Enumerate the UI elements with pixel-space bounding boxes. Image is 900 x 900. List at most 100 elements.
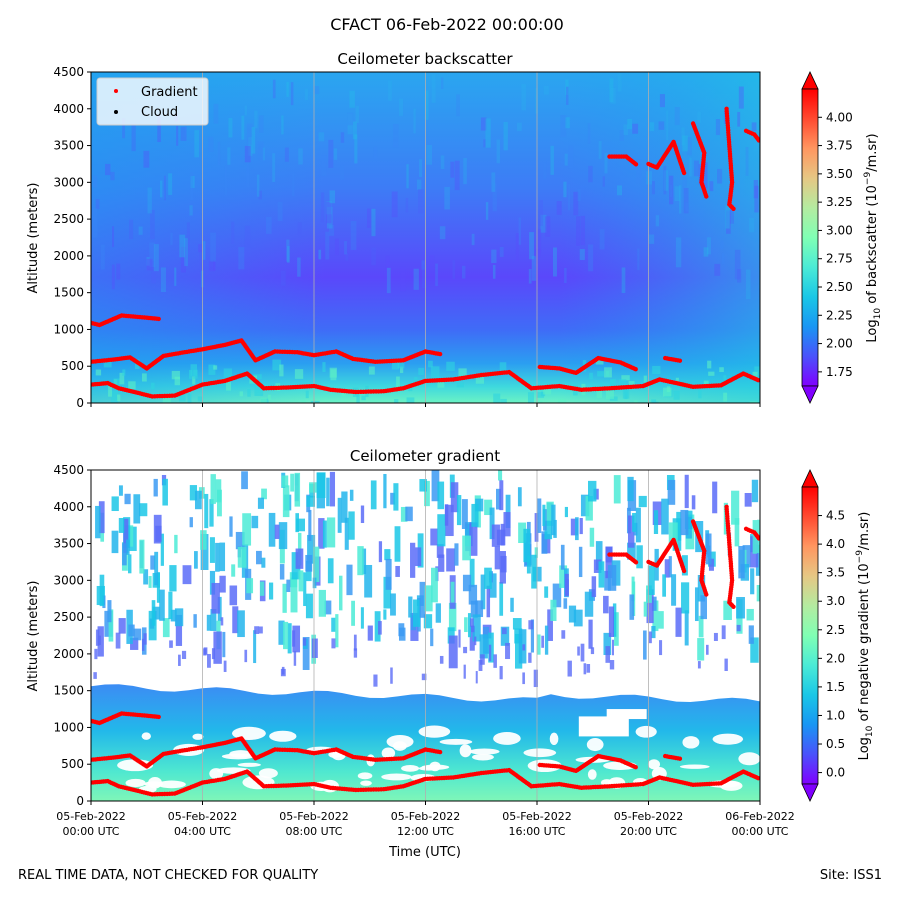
gradient-patch: [286, 579, 291, 593]
backscatter-streak: [637, 248, 640, 270]
gradient-patch: [154, 551, 159, 586]
backscatter-streak: [751, 122, 757, 131]
backscatter-streak: [321, 155, 327, 176]
gradient-gap: [381, 773, 412, 781]
gradient-patch: [463, 646, 468, 654]
legend: Gradient Cloud: [96, 77, 209, 126]
gradient-patch: [174, 534, 178, 554]
gradient-patch: [542, 504, 546, 527]
gradient-patch: [534, 513, 539, 542]
gradient-patch: [632, 512, 637, 532]
backscatter-streak: [444, 186, 450, 210]
y-tick-label: 2000: [53, 249, 84, 263]
backscatter-streak: [227, 147, 231, 165]
gradient-patch: [514, 628, 523, 644]
gradient-patch: [560, 544, 565, 570]
gradient-patch: [496, 488, 501, 510]
gradient-patch: [99, 574, 105, 607]
gradient-patch: [470, 600, 478, 618]
gradient-patch: [322, 520, 327, 548]
gradient-patch: [307, 534, 316, 564]
gradient-upper-patches: [93, 470, 760, 688]
backscatter-surface-patch: [95, 369, 102, 376]
backscatter-streak: [340, 165, 344, 180]
gradient-patch: [237, 546, 247, 568]
gradient-patch: [668, 522, 678, 546]
gradient-colorbar-ticks: 0.0 0.5 1.0 1.5 2.0 2.5 3.0 3.5 4.0 4.5: [818, 509, 845, 780]
gradient-patch: [627, 476, 634, 502]
gradient-patch: [591, 576, 597, 598]
gradient-patch: [598, 561, 605, 588]
backscatter-streak: [492, 265, 496, 279]
gradient-patch: [475, 671, 478, 684]
gradient-patch: [306, 495, 315, 507]
gradient-patch: [327, 558, 334, 584]
gradient-patch: [318, 589, 326, 617]
gradient-patch: [229, 585, 238, 606]
gradient-patch: [353, 634, 357, 651]
gradient-patch: [439, 655, 444, 664]
gradient-patch: [148, 576, 152, 588]
backscatter-streak: [463, 157, 467, 185]
backscatter-streak: [529, 232, 534, 260]
gradient-patch: [353, 648, 358, 658]
backscatter-surface-patch: [103, 359, 112, 368]
gradient-gap: [157, 780, 186, 789]
backscatter-surface-patch: [475, 376, 485, 384]
backscatter-panel: 0 500 1000 1500 2000 2500 3000 3500 4000 4500 Alt…: [26, 65, 883, 410]
gradient-patch: [515, 633, 523, 669]
gradient-patch: [200, 534, 209, 570]
backscatter-surface-patch: [428, 360, 433, 368]
backscatter-surface-patch: [666, 386, 671, 393]
backscatter-streak: [405, 198, 409, 213]
colorbar-tick-label: 2.25: [826, 308, 853, 322]
gradient-patch: [261, 557, 266, 568]
gradient-patch: [544, 625, 549, 655]
gradient-patch: [94, 648, 98, 660]
gradient-point: [731, 206, 736, 211]
gradient-patch: [156, 572, 160, 603]
gradient-patch: [550, 599, 557, 621]
backscatter-streak: [160, 267, 166, 293]
gradient-patch: [127, 554, 132, 574]
backscatter-streak: [371, 208, 376, 237]
gradient-patch: [609, 660, 615, 670]
backscatter-surface-patch: [110, 391, 118, 403]
backscatter-surface-patch: [239, 391, 243, 397]
backscatter-streak: [483, 139, 486, 148]
gradient-patch: [746, 608, 754, 621]
gradient-gap: [587, 769, 597, 780]
backscatter-streak: [550, 145, 554, 175]
backscatter-streak: [213, 103, 219, 124]
gradient-gap: [549, 732, 559, 746]
y-tick-label: 4000: [53, 102, 84, 116]
backscatter-surface-patch: [673, 390, 680, 400]
backscatter-streak: [257, 141, 264, 160]
backscatter-streak: [318, 249, 322, 260]
gradient-patch: [675, 607, 682, 637]
backscatter-title: Ceilometer backscatter: [337, 50, 513, 68]
backscatter-streak: [421, 264, 427, 289]
backscatter-streak: [754, 185, 759, 213]
gradient-patch: [646, 589, 654, 624]
gradient-patch: [454, 543, 459, 566]
gradient-gap: [221, 753, 255, 760]
gradient-patch: [348, 511, 355, 540]
backscatter-surface-patch: [589, 372, 593, 380]
gradient-patch: [471, 503, 479, 527]
y-tick-label: 0: [76, 794, 84, 808]
gradient-patch: [128, 624, 135, 637]
gradient-patch: [643, 601, 648, 617]
backscatter-streak: [170, 232, 173, 245]
gradient-patch: [162, 618, 170, 638]
gradient-patch: [559, 565, 568, 588]
backscatter-streak: [213, 260, 216, 271]
backscatter-streak: [210, 232, 216, 262]
gradient-patch: [437, 514, 446, 547]
gradient-point: [437, 351, 443, 357]
backscatter-streak: [602, 176, 605, 187]
backscatter-streak: [122, 118, 126, 139]
gradient-point: [677, 358, 683, 363]
gradient-patch: [742, 545, 751, 568]
gradient-patch: [541, 531, 548, 554]
